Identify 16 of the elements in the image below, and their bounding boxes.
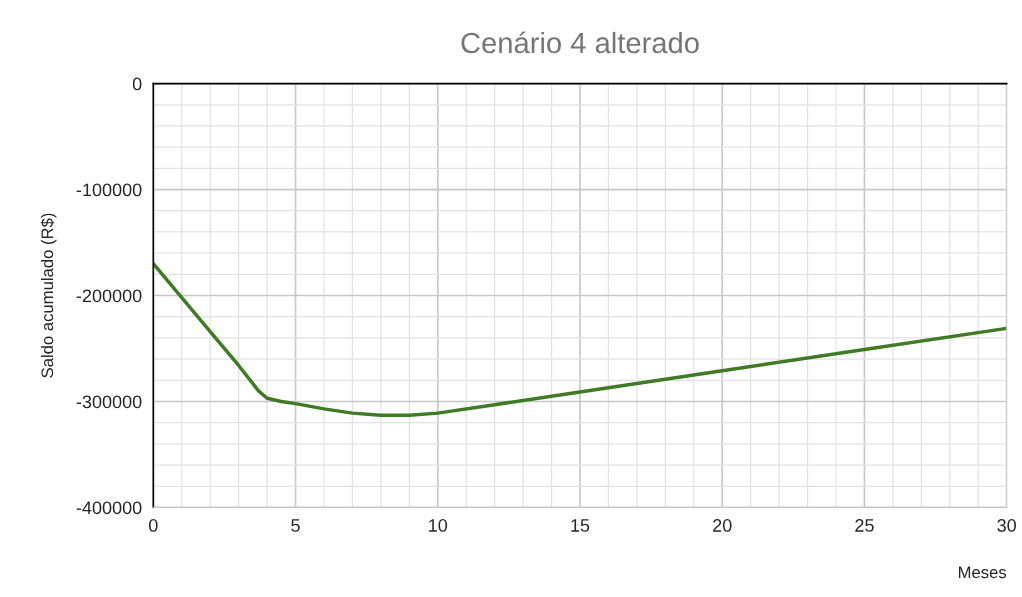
x-tick-label: 5 [291, 519, 300, 532]
x-tick-label: 15 [571, 519, 590, 532]
y-tick-label: -200000 [76, 289, 142, 303]
x-tick-label: 0 [148, 519, 158, 532]
y-tick-label: 0 [132, 77, 142, 91]
x-tick-label: 20 [713, 519, 732, 532]
x-axis-title: Meses [958, 566, 1007, 579]
chart-title: Cenário 4 alterado [461, 31, 699, 54]
x-tick-label: 30 [997, 519, 1017, 532]
x-tick-label: 25 [855, 519, 874, 532]
y-tick-label: -400000 [76, 501, 142, 515]
y-tick-label: -300000 [76, 395, 142, 409]
line-series [153, 261, 1007, 417]
y-axis-title: Saldo acumulado (R$) [40, 213, 57, 378]
y-tick-label: -100000 [76, 183, 142, 197]
x-tick-label: 10 [429, 519, 448, 532]
